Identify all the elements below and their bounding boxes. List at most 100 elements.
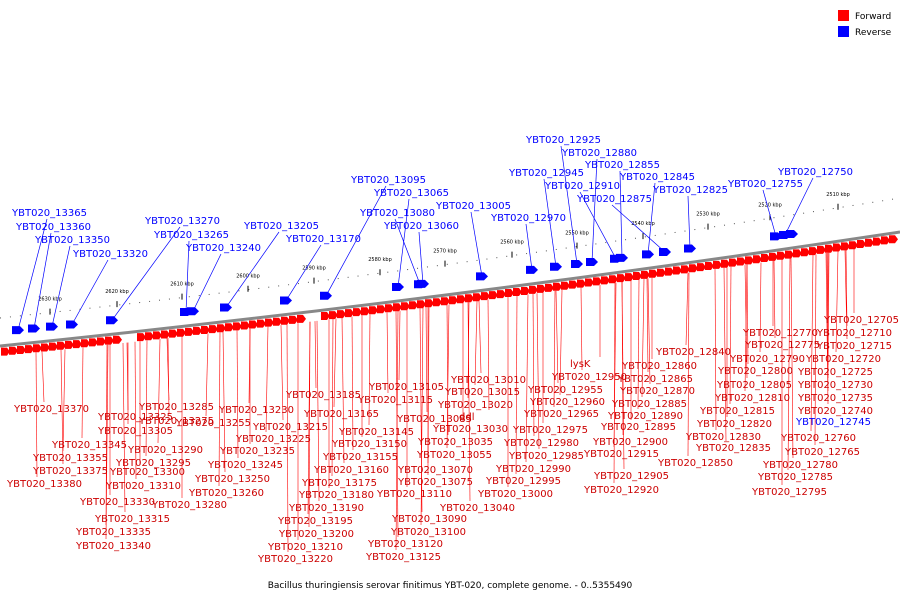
forward-gene-label: YBT020_13020 <box>437 400 513 411</box>
forward-gene-arrow <box>769 252 778 261</box>
forward-gene-arrow <box>521 286 530 295</box>
forward-gene-arrow <box>537 284 546 293</box>
forward-gene-arrow <box>433 298 442 307</box>
forward-leader-line <box>248 328 251 404</box>
forward-gene-arrow <box>713 260 722 269</box>
forward-gene-arrow <box>89 338 98 347</box>
scale-tick-label: 2560 kbp <box>500 240 524 246</box>
reverse-gene-label: YBT020_12745 <box>795 417 871 428</box>
forward-gene-label: ddl <box>459 412 474 423</box>
forward-gene-arrow <box>753 255 762 264</box>
reverse-leader-line <box>560 145 578 265</box>
forward-gene-arrow <box>737 257 746 266</box>
reverse-leader-line <box>762 189 777 237</box>
reverse-gene-label: YBT020_13205 <box>243 221 319 232</box>
reverse-leader-line <box>111 226 181 321</box>
forward-gene-arrow <box>673 266 682 275</box>
forward-gene-arrow <box>265 318 274 327</box>
forward-gene-label: YBT020_13355 <box>32 453 108 464</box>
forward-leader-line <box>814 254 817 446</box>
reverse-leader-line <box>192 253 222 312</box>
forward-gene-arrow <box>689 264 698 273</box>
forward-leader-line <box>157 338 161 444</box>
reverse-leader-line <box>579 191 617 259</box>
reverse-gene-label: YBT020_12910 <box>544 181 620 192</box>
forward-gene-label: YBT020_13150 <box>331 439 407 450</box>
forward-leader-line <box>419 308 423 513</box>
reverse-gene-label: YBT020_13270 <box>144 216 220 227</box>
forward-gene-arrow <box>585 278 594 287</box>
forward-leader-line <box>395 311 399 538</box>
forward-gene-label: YBT020_12915 <box>583 449 659 460</box>
forward-leader-line <box>845 250 848 327</box>
scale-tick-label: 2620 kbp <box>105 289 129 295</box>
forward-gene-label: YBT020_13115 <box>357 395 433 406</box>
forward-gene-arrow <box>105 336 114 345</box>
forward-gene-label: YBT020_13335 <box>75 527 151 538</box>
reverse-gene-arrow <box>46 322 58 331</box>
reverse-gene-arrow <box>684 244 696 253</box>
forward-gene-arrow <box>345 309 354 318</box>
forward-leader-line <box>532 293 535 437</box>
forward-gene-label: YBT020_13260 <box>188 488 264 499</box>
forward-leader-line <box>62 349 66 452</box>
forward-gene-arrow <box>161 330 170 339</box>
forward-gene-arrow <box>849 241 858 250</box>
scale-tick-label: 2630 kbp <box>38 297 62 303</box>
reverse-leader-line <box>647 182 656 255</box>
reverse-leader-line <box>784 177 814 236</box>
forward-leader-lines <box>35 248 855 553</box>
forward-leader-line <box>467 302 470 399</box>
forward-leader-line <box>478 300 482 374</box>
reverse-gene-label: YBT020_13360 <box>15 222 91 233</box>
forward-leader-line <box>487 299 490 411</box>
forward-gene-label: YBT020_13105 <box>368 382 444 393</box>
forward-gene-arrow <box>425 299 434 308</box>
forward-gene-label: YBT020_13110 <box>376 489 452 500</box>
forward-gene-arrow <box>97 337 106 346</box>
reverse-gene-label: YBT020_13365 <box>11 208 87 219</box>
forward-gene-label: lysK <box>570 359 591 370</box>
reverse-gene-label: YBT020_12880 <box>561 148 637 159</box>
forward-leader-line <box>515 295 518 475</box>
forward-leader-line <box>613 282 617 448</box>
forward-gene-arrow <box>257 319 266 328</box>
forward-gene-label: YBT020_12975 <box>512 425 588 436</box>
forward-gene-label: YBT020_13370 <box>13 404 89 415</box>
forward-gene-label: YBT020_13325 <box>97 412 173 423</box>
forward-gene-label: YBT020_13280 <box>151 500 227 511</box>
forward-gene-arrow <box>193 326 202 335</box>
genome-caption: Bacillus thuringiensis serovar finitimus… <box>268 581 633 591</box>
forward-gene-arrow <box>217 324 226 333</box>
reverse-leader-line <box>185 240 190 313</box>
forward-gene-arrow <box>441 297 450 306</box>
forward-gene-arrow <box>881 236 890 245</box>
forward-gene-label: YBT020_13010 <box>450 375 526 386</box>
reverse-gene-arrow <box>187 307 199 316</box>
forward-gene-label: YBT020_13160 <box>313 465 389 476</box>
reverse-gene-label: YBT020_12755 <box>727 179 803 190</box>
forward-gene-arrow <box>249 320 258 329</box>
scale-tick-label: 2550 kbp <box>565 231 589 237</box>
forward-leader-line <box>167 338 170 415</box>
forward-gene-label: YBT020_13255 <box>175 418 251 429</box>
forward-gene-arrow <box>649 269 658 278</box>
forward-leader-line <box>641 278 645 398</box>
forward-leader-line <box>105 344 109 540</box>
forward-gene-label: YBT020_13295 <box>115 458 191 469</box>
forward-gene-arrow <box>113 335 122 344</box>
forward-leader-line <box>341 317 345 464</box>
forward-gene-arrow <box>393 303 402 312</box>
forward-gene-arrow <box>33 344 42 353</box>
forward-leader-line <box>205 333 209 417</box>
forward-gene-label: YBT020_12710 <box>816 328 892 339</box>
forward-gene-label: YBT020_13225 <box>235 434 311 445</box>
forward-gene-label: YBT020_13375 <box>32 466 108 477</box>
legend-forward-label: Forward <box>855 12 891 22</box>
forward-gene-arrow <box>25 345 34 354</box>
forward-gene-arrow <box>41 343 50 352</box>
forward-gene-arrow <box>457 295 466 304</box>
forward-leader-line <box>122 343 126 513</box>
genome-backbone <box>0 230 900 348</box>
